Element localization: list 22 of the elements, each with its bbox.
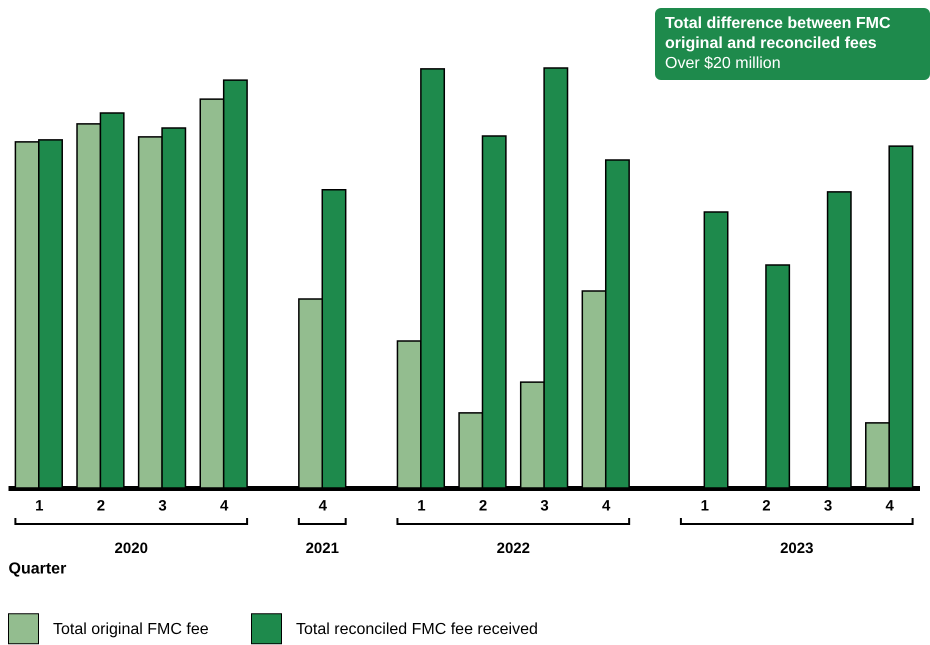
chart-subtitle: Over $20 million [665, 55, 781, 72]
text: 2023 [780, 540, 814, 557]
x-tick-label: 2 [478, 498, 488, 514]
x-tick-label: 3 [824, 498, 832, 514]
x-tick-label: 2 [96, 498, 106, 514]
x-tick-label: 1 [700, 498, 709, 514]
x-tick-label: 4 [886, 498, 895, 514]
x-tick-label: 2 [762, 498, 771, 514]
chart-title: Total difference between FMC original and reconciled fees [665, 15, 891, 52]
x-axis-title: Quarter [8, 560, 66, 578]
x-tick-label: 3 [158, 498, 167, 514]
x-tick-label: 1 [35, 498, 44, 514]
x-tick-label: 4 [220, 498, 230, 514]
legend-label: Total reconciled FMC fee received [296, 620, 538, 638]
text: 2020 [114, 540, 148, 557]
legend-label: Total original FMC fee [53, 620, 209, 638]
text: 2021 [306, 540, 339, 557]
text: 2022 [496, 540, 530, 557]
x-tick-label: 3 [540, 498, 549, 514]
x-tick-label: 4 [318, 498, 328, 514]
x-tick-label: 1 [417, 498, 426, 514]
x-tick-label: 4 [602, 498, 612, 514]
